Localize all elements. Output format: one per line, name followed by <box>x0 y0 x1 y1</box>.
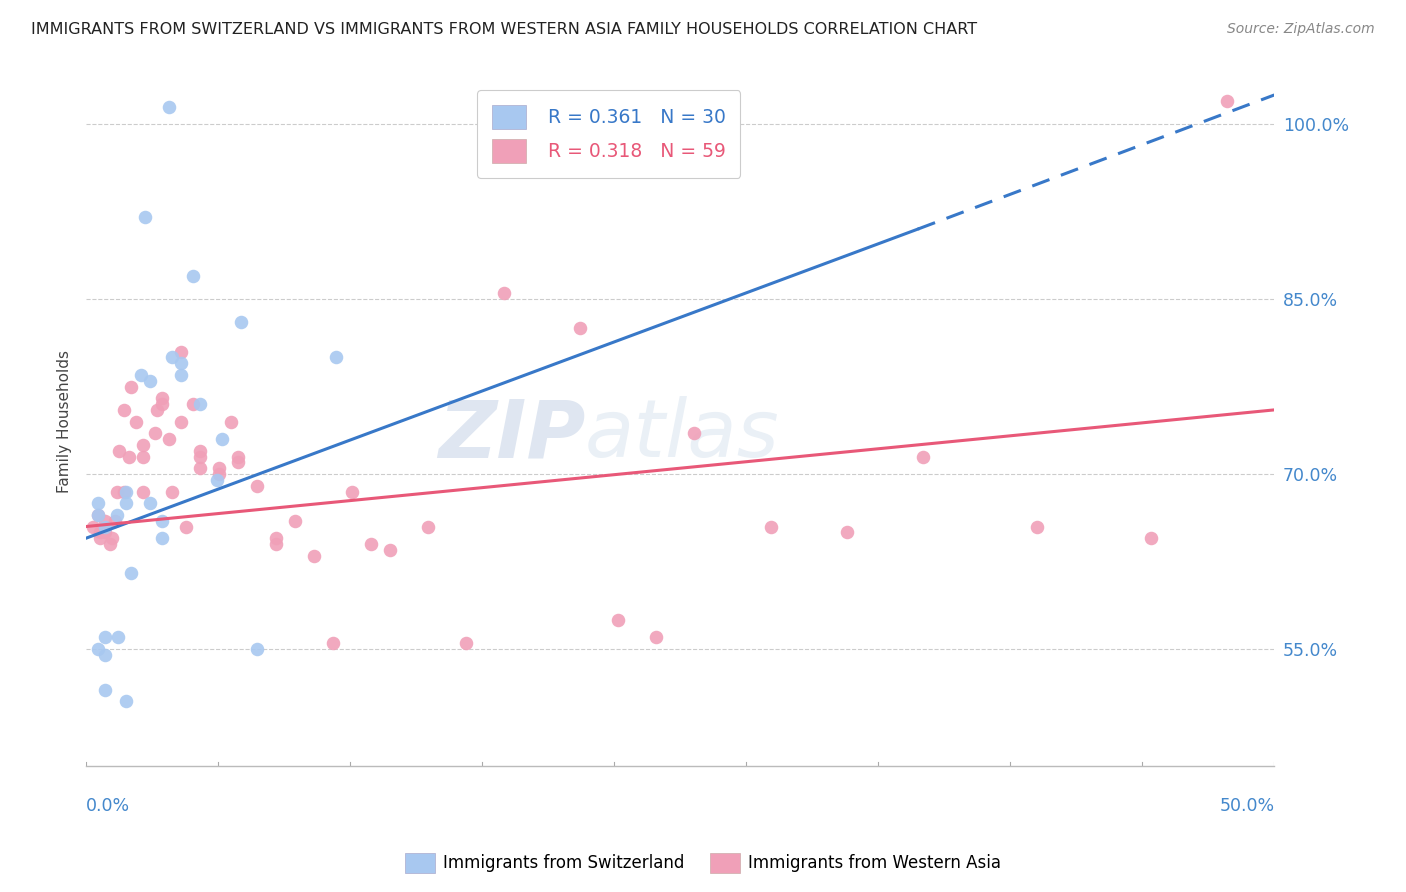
Point <box>170 356 193 370</box>
Point <box>360 537 382 551</box>
Text: 0.0%: 0.0% <box>86 797 131 814</box>
Point <box>87 508 110 522</box>
Point <box>911 450 934 464</box>
Point <box>94 525 117 540</box>
Point <box>380 542 402 557</box>
Point <box>143 426 166 441</box>
Point <box>188 450 211 464</box>
Point <box>246 642 269 657</box>
Point <box>302 549 325 563</box>
Point <box>94 514 117 528</box>
Point <box>150 397 173 411</box>
Point <box>112 484 135 499</box>
Point <box>103 514 125 528</box>
Point <box>1216 94 1239 108</box>
Text: IMMIGRANTS FROM SWITZERLAND VS IMMIGRANTS FROM WESTERN ASIA FAMILY HOUSEHOLDS CO: IMMIGRANTS FROM SWITZERLAND VS IMMIGRANT… <box>31 22 977 37</box>
Point <box>94 648 117 662</box>
Point <box>120 566 142 581</box>
Text: Source: ZipAtlas.com: Source: ZipAtlas.com <box>1227 22 1375 37</box>
Y-axis label: Family Households: Family Households <box>58 350 72 493</box>
Point <box>181 268 204 283</box>
Point <box>418 519 440 533</box>
Point <box>325 351 347 365</box>
Point <box>188 397 211 411</box>
Point <box>1139 531 1161 545</box>
Point <box>683 426 706 441</box>
Point <box>188 461 211 475</box>
Point <box>456 636 478 650</box>
Point <box>226 450 249 464</box>
Point <box>129 368 152 382</box>
Point <box>219 415 242 429</box>
Point <box>157 100 180 114</box>
Point <box>174 519 197 533</box>
Text: ZIP: ZIP <box>437 396 585 475</box>
Legend: Immigrants from Switzerland, Immigrants from Western Asia: Immigrants from Switzerland, Immigrants … <box>398 847 1008 880</box>
Point <box>94 519 117 533</box>
Point <box>160 484 183 499</box>
Point <box>98 537 121 551</box>
Text: atlas: atlas <box>585 396 780 475</box>
Point <box>87 508 110 522</box>
Point <box>105 484 128 499</box>
Point <box>139 374 162 388</box>
Point <box>94 631 117 645</box>
Point <box>139 496 162 510</box>
Point <box>108 443 131 458</box>
Point <box>132 450 155 464</box>
Point <box>115 484 138 499</box>
Point <box>87 642 110 657</box>
Point <box>157 432 180 446</box>
Point <box>226 455 249 469</box>
Point <box>835 525 858 540</box>
Point <box>342 484 364 499</box>
Point <box>89 531 111 545</box>
Point <box>208 461 231 475</box>
Point <box>89 525 111 540</box>
Point <box>322 636 344 650</box>
Point <box>146 403 169 417</box>
Point <box>132 438 155 452</box>
Point <box>607 613 630 627</box>
Point <box>115 496 138 510</box>
Point <box>170 368 193 382</box>
Text: 50.0%: 50.0% <box>1219 797 1274 814</box>
Point <box>170 415 193 429</box>
Point <box>107 631 129 645</box>
Point <box>134 211 156 225</box>
Point <box>150 391 173 405</box>
Point <box>101 531 124 545</box>
Point <box>264 537 287 551</box>
Point <box>759 519 782 533</box>
Point <box>87 496 110 510</box>
Point <box>645 631 668 645</box>
Point <box>118 450 141 464</box>
Point <box>1025 519 1047 533</box>
Point <box>170 344 193 359</box>
Point <box>181 397 204 411</box>
Point <box>150 531 173 545</box>
Point <box>569 321 592 335</box>
Point <box>120 379 142 393</box>
Point <box>160 351 183 365</box>
Point <box>105 508 128 522</box>
Point <box>205 473 228 487</box>
Point <box>264 531 287 545</box>
Point <box>229 315 252 329</box>
Point <box>150 514 173 528</box>
Point <box>211 432 233 446</box>
Point <box>112 403 135 417</box>
Point <box>125 415 148 429</box>
Point <box>208 467 231 481</box>
Point <box>115 694 138 708</box>
Legend:   R = 0.361   N = 30,   R = 0.318   N = 59: R = 0.361 N = 30, R = 0.318 N = 59 <box>478 90 741 178</box>
Point <box>246 479 269 493</box>
Point <box>94 682 117 697</box>
Point <box>82 519 104 533</box>
Point <box>284 514 307 528</box>
Point <box>188 443 211 458</box>
Point <box>132 484 155 499</box>
Point <box>494 286 516 301</box>
